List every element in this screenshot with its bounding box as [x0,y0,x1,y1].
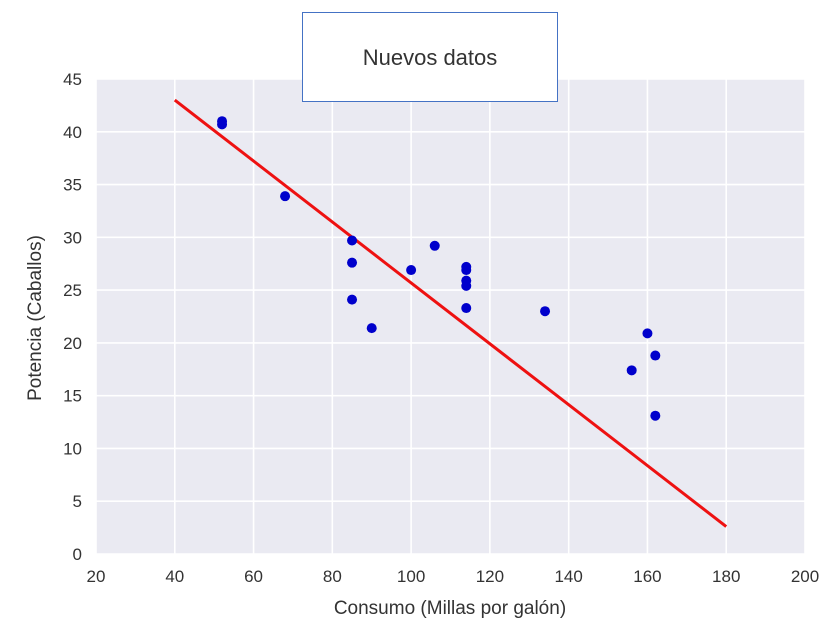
regression-line [173,98,728,528]
y-tick-label: 40 [63,123,82,142]
annotation-box: Nuevos datos [302,12,558,102]
data-point [347,257,358,268]
x-tick-label: 180 [712,567,740,586]
y-tick-label: 45 [63,70,82,89]
y-tick-label: 15 [63,387,82,406]
x-tick-label: 100 [397,567,425,586]
data-point [347,235,358,246]
data-point [280,191,291,202]
x-tick-label: 200 [791,567,819,586]
data-point [461,303,472,314]
y-tick-label: 0 [73,545,82,564]
x-axis-label: Consumo (Millas por galón) [334,598,566,619]
y-tick-label: 30 [63,228,82,247]
data-point [406,265,417,276]
y-axis-label: Potencia (Caballos) [25,235,46,401]
x-tick-label: 60 [244,567,263,586]
x-tick-label: 160 [633,567,661,586]
data-point [347,294,358,305]
data-point [461,280,472,291]
annotation-text: Nuevos datos [362,45,498,70]
data-point [650,350,661,361]
data-point [366,323,377,334]
y-tick-label: 25 [63,281,82,300]
plot-area [96,79,805,554]
x-tick-label: 140 [554,567,582,586]
data-point [650,410,661,421]
y-tick-label: 35 [63,176,82,195]
data-point [540,306,551,317]
y-tick-label: 5 [73,492,82,511]
data-point [461,265,472,276]
y-tick-label: 20 [63,334,82,353]
x-tick-label: 20 [87,567,106,586]
data-point [429,240,440,251]
y-tick-label: 10 [63,439,82,458]
x-tick-label: 40 [165,567,184,586]
data-point [217,119,228,130]
data-point [626,365,637,376]
data-point [642,328,653,339]
x-tick-label: 120 [476,567,504,586]
x-tick-label: 80 [323,567,342,586]
